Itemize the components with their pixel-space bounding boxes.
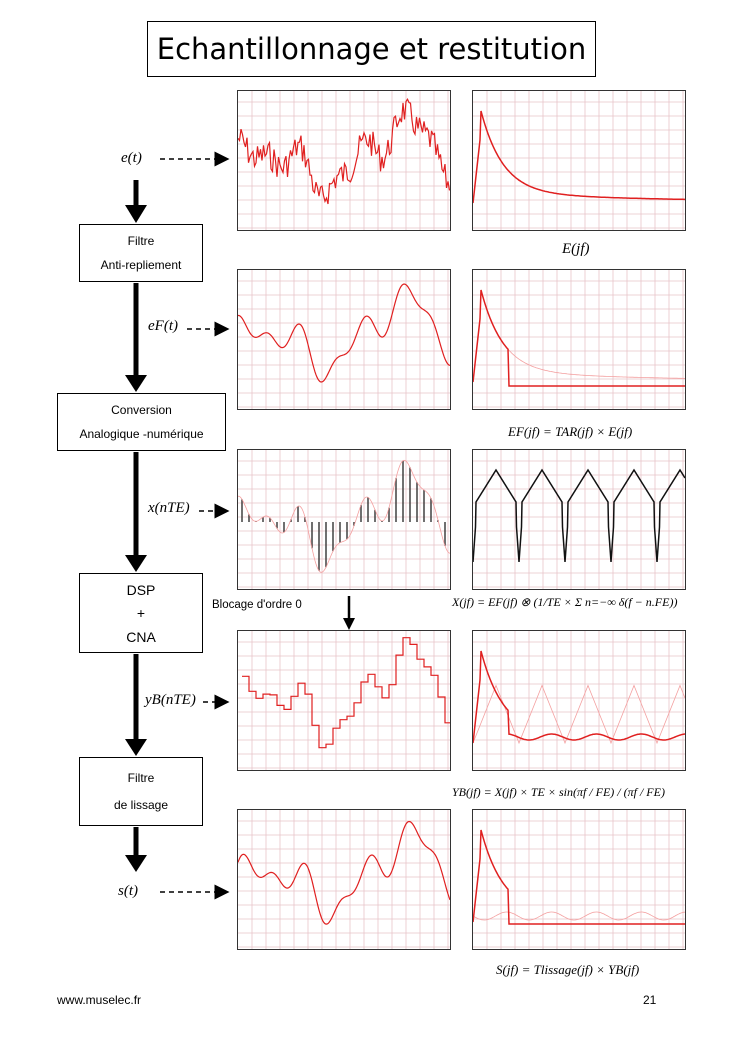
formula-S: S(jf) = Tlissage(jf) × YB(jf) [496,962,640,977]
block-label: DSP [126,581,156,598]
time-plot-ef [237,269,451,410]
block-label: Analogique -numérique [79,426,204,441]
blocage-label: Blocage d'ordre 0 [212,599,302,611]
reference-curve [238,459,450,573]
formula-X: X(jf) = EF(jf) ⊗ (1/TE × Σ n=−∞ δ(f − n.… [452,595,678,609]
signal-text: e(t) [121,150,142,166]
signal-s-curve [238,820,450,925]
spectrum-plot-e [472,90,686,231]
signal-text: eF(t) [148,318,178,334]
formula-EF: EF(jf) = TAR(jf) × E(jf) [508,424,633,439]
smoothing-filter-block: Filtre de lissage [79,757,203,826]
signal-label-yb: yB(nTE) [145,692,196,709]
signal-label-s: s(t) [118,883,138,900]
vertical-flow-arrows [125,180,147,872]
time-plot-e [237,90,451,231]
anti-aliasing-filter-block: Filtre Anti-repliement [79,224,203,282]
spectrum-ef-curve [473,289,685,387]
block-label: + [136,605,146,621]
spectrum-yb-curve [473,650,685,744]
staircase-curve [242,637,450,749]
reference-curve [473,684,685,745]
time-plot-yb [237,630,451,771]
reference-curve [473,289,685,383]
spectrum-plot-ef [472,269,686,410]
spectrum-plot-s [472,809,686,950]
time-plot-s [237,809,451,950]
signal-ef-curve [238,283,450,383]
spectrum-s-curve [473,829,685,925]
block-label: Conversion [111,403,172,418]
formula-YB: YB(jf) = X(jf) × TE × sin(πf / FE) / (πf… [452,785,665,799]
adc-conversion-block: Conversion Analogique -numérique [57,393,226,451]
signal-label-ef: eF(t) [148,318,178,335]
footer-website: www.muselec.fr [57,993,142,1007]
signal-text: yB(nTE) [145,692,196,708]
block-label: Filtre [127,771,155,785]
block-label: Filtre [127,234,155,249]
spectrum-x-curve [473,468,685,563]
signal-label-x: x(nTE) [148,500,190,517]
formula-E: E(jf) [562,241,590,257]
dashed-arrows [160,151,230,900]
signal-e-curve [238,97,450,205]
spectrum-e-curve [473,110,685,204]
block-label: CNA [126,628,156,645]
spectrum-plot-yb [472,630,686,771]
signal-text: x(nTE) [148,500,190,516]
signal-label-e: e(t) [121,150,142,167]
block-label: Anti-repliement [100,257,182,272]
signal-text: s(t) [118,883,138,899]
dsp-dac-block: DSP + CNA [79,573,203,653]
page-title: Echantillonnage et restitution [147,21,596,77]
time-plot-x [237,449,451,590]
footer-page-number: 21 [643,993,657,1007]
spectrum-plot-x [472,449,686,590]
block-label: de lissage [113,798,169,812]
